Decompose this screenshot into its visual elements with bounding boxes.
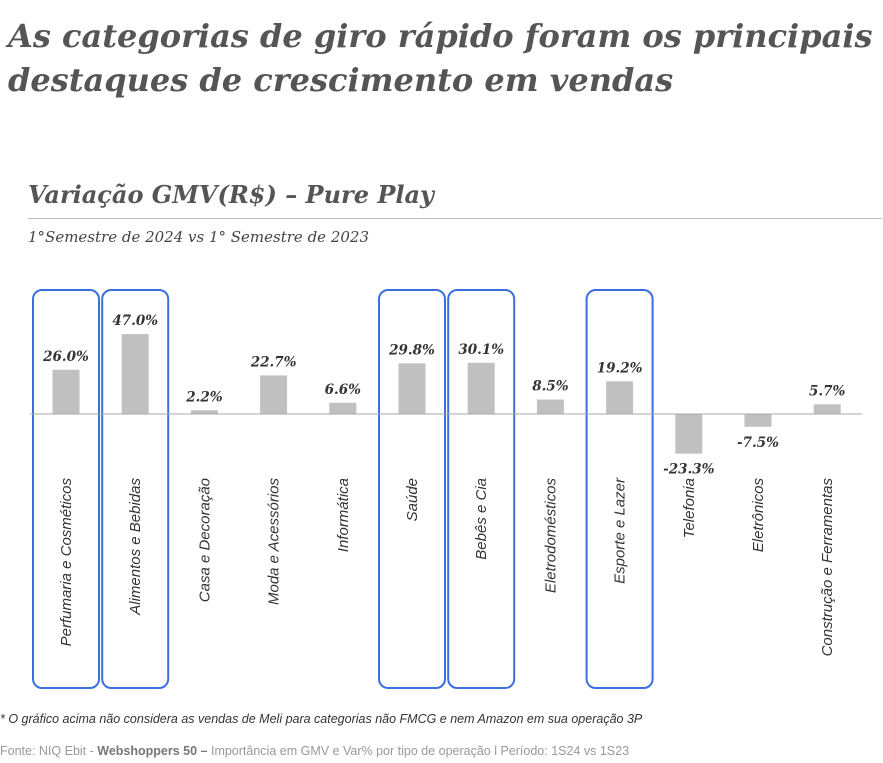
highlight-box-esporte-e-lazer bbox=[585, 289, 654, 689]
bar-casa-e-decoracao bbox=[190, 410, 218, 414]
category-label-esporte-e-lazer: Esporte e Lazer bbox=[612, 477, 629, 584]
value-label-alimentos-e-bebidas: 47.0% bbox=[112, 313, 158, 329]
category-label-bebes-e-cia: Bebês e Cia bbox=[473, 478, 490, 560]
bar-telefonia bbox=[675, 414, 703, 454]
bar-moda-e-acessorios bbox=[260, 375, 288, 414]
category-label-eletronicos: Eletrônicos bbox=[750, 478, 767, 553]
value-label-saude: 29.8% bbox=[388, 342, 435, 358]
chart-title: Variação GMV(R$) – Pure Play bbox=[28, 180, 434, 209]
source-note: Fonte: NIQ Ebit - Webshoppers 50 – Impor… bbox=[0, 744, 629, 758]
bar-eletronicos bbox=[744, 414, 772, 427]
highlight-box-bebes-e-cia bbox=[447, 289, 516, 689]
value-label-informatica: 6.6% bbox=[325, 382, 361, 398]
source-prefix: Fonte: NIQ Ebit - bbox=[0, 744, 98, 758]
category-label-moda-e-acessorios: Moda e Acessórios bbox=[266, 478, 283, 606]
category-labels: Perfumaria e Cosméticos Alimentos e Bebid… bbox=[58, 477, 836, 656]
source-bold: Webshoppers 50 – bbox=[97, 744, 208, 758]
headline: As categorias de giro rápido foram os pr… bbox=[8, 17, 873, 99]
chart-subtitle: 1°Semestre de 2024 vs 1° Semestre de 202… bbox=[28, 228, 369, 246]
value-label-perfumaria-e-cosmeticos: 26.0% bbox=[42, 349, 89, 365]
bars bbox=[52, 334, 841, 454]
category-label-eletrodomesticos: Eletrodomésticos bbox=[542, 478, 559, 594]
value-label-construcao-e-ferramentas: 5.7% bbox=[809, 383, 845, 399]
category-label-casa-e-decoracao: Casa e Decoração bbox=[196, 478, 213, 602]
value-labels: 26.0% 47.0% 2.2% 22.7% 6.6% 29.8% 30.1% 8.5% 19.… bbox=[42, 313, 845, 478]
value-label-bebes-e-cia: 30.1% bbox=[458, 342, 504, 358]
source-suffix: Importância em GMV e Var% por tipo de op… bbox=[207, 744, 630, 758]
bar-bebes-e-cia bbox=[467, 362, 495, 414]
highlight-box-perfumaria-e-cosmeticos bbox=[32, 289, 100, 689]
value-label-moda-e-acessorios: 22.7% bbox=[250, 354, 297, 370]
value-label-esporte-e-lazer: 19.2% bbox=[597, 360, 643, 376]
bar-esporte-e-lazer bbox=[606, 381, 634, 414]
bar-alimentos-e-bebidas bbox=[121, 334, 149, 414]
value-label-telefonia: -23.3% bbox=[663, 462, 714, 478]
bar-construcao-e-ferramentas bbox=[813, 404, 841, 414]
category-label-construcao-e-ferramentas: Construção e Ferramentas bbox=[819, 478, 836, 657]
bar-saude bbox=[398, 363, 426, 414]
category-label-telefonia: Telefonia bbox=[681, 478, 698, 538]
highlight-boxes bbox=[32, 289, 654, 689]
value-label-casa-e-decoracao: 2.2% bbox=[185, 389, 222, 405]
value-label-eletronicos: -7.5% bbox=[737, 435, 779, 451]
category-label-perfumaria-e-cosmeticos: Perfumaria e Cosméticos bbox=[58, 478, 75, 647]
highlight-box-saude bbox=[378, 289, 446, 689]
title-divider bbox=[28, 218, 882, 219]
category-label-alimentos-e-bebidas: Alimentos e Bebidas bbox=[127, 478, 144, 616]
bar-perfumaria-e-cosmeticos bbox=[52, 369, 80, 414]
footnote: * O gráfico acima não considera as venda… bbox=[0, 712, 643, 726]
category-label-saude: Saúde bbox=[404, 478, 421, 521]
category-label-informatica: Informática bbox=[335, 478, 352, 552]
bar-informatica bbox=[329, 402, 357, 414]
highlight-box-alimentos-e-bebidas bbox=[101, 289, 170, 689]
bar-eletrodomesticos bbox=[536, 399, 564, 414]
value-label-eletrodomesticos: 8.5% bbox=[532, 379, 568, 395]
